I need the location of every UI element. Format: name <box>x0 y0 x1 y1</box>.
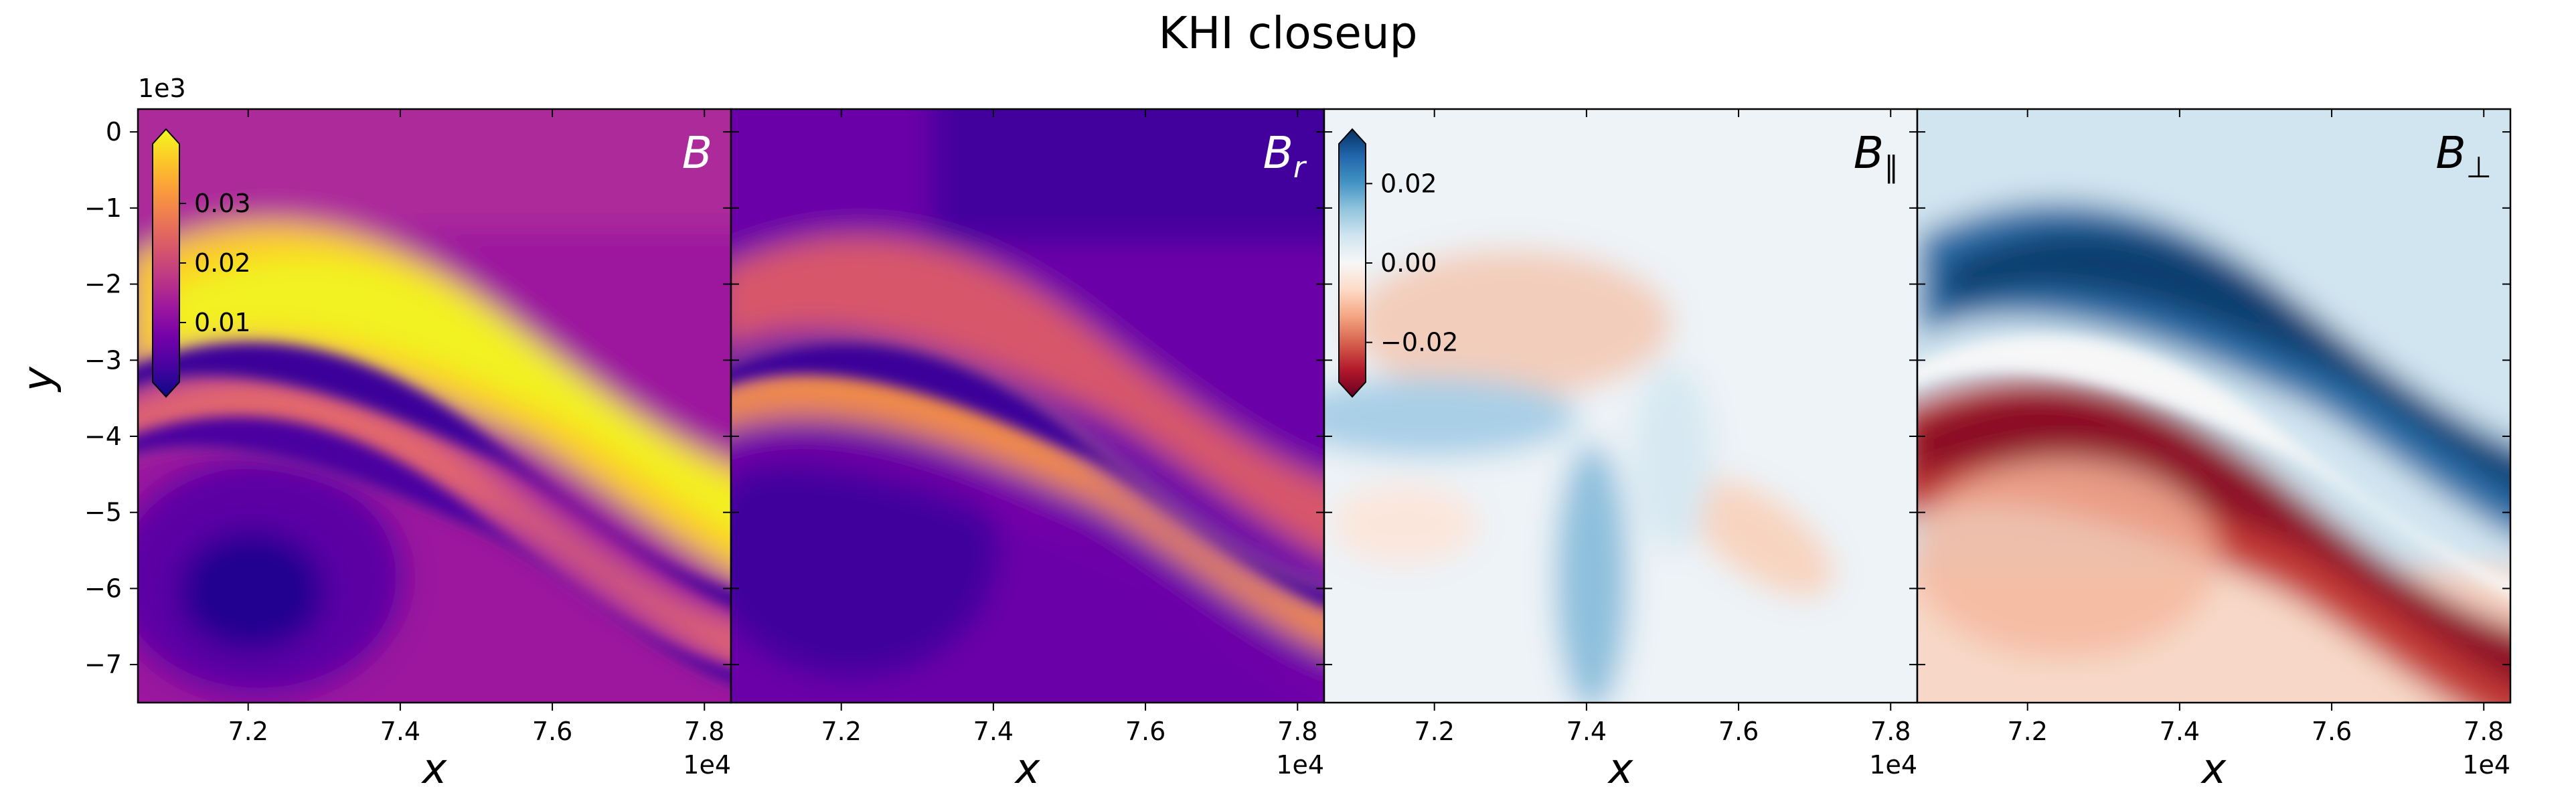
x-tick-label: 7.6 <box>532 717 572 746</box>
x-tick-label: 7.2 <box>821 717 861 746</box>
colorbar-body <box>1338 128 1366 398</box>
x-axis-label: x <box>1607 744 1634 793</box>
panel-B_perp: B⊥ 7.2 7.4 7.6 7.8 x 1e4 <box>1916 108 2512 793</box>
colorbar-tick-label: 0.02 <box>194 248 251 278</box>
x-tick-label: 7.6 <box>1125 717 1165 746</box>
panel-label: B <box>682 127 712 179</box>
x-tick-label: 7.6 <box>1718 717 1759 746</box>
x-tick-label: 7.4 <box>380 717 420 746</box>
panel-label: Br <box>1263 127 1307 185</box>
y-tick-label: −1 <box>84 193 122 223</box>
heatmap-B_parallel <box>1324 109 1917 703</box>
x-tick-label: 7.2 <box>1414 717 1454 746</box>
x-axis-label: x <box>421 744 448 793</box>
y-tick-label: −4 <box>84 422 122 451</box>
x-offset-text: 1e4 <box>683 750 731 780</box>
x-tick-label: 7.8 <box>2464 717 2504 746</box>
x-offset-text: 1e4 <box>1276 750 1324 780</box>
x-tick-label: 7.2 <box>2007 717 2047 746</box>
colorbar-B: 0.01 0.02 0.03 <box>152 128 251 398</box>
y-tick-label: −5 <box>84 498 122 527</box>
colorbar-tick-label: 0.03 <box>194 189 251 218</box>
y-tick-label: −6 <box>84 573 122 603</box>
y-tick-label: −3 <box>84 345 122 375</box>
x-tick-label: 7.2 <box>228 717 268 746</box>
panel-label: B∥ <box>1854 127 1899 185</box>
heatmap-B_r <box>731 109 1324 703</box>
y-tick-label: −7 <box>84 650 122 679</box>
x-offset-text: 1e4 <box>2462 750 2510 780</box>
x-tick-label: 7.4 <box>1566 717 1607 746</box>
colorbar-B_parallel: 0.02 0.00 −0.02 <box>1338 128 1458 398</box>
colorbar-tick-label: −0.02 <box>1380 328 1458 357</box>
shared-y-axis: 0 −1 −2 −3 −4 −5 −6 −7 y 1e3 <box>13 74 186 679</box>
heatmap-B <box>138 109 731 703</box>
colorbar-tick-label: 0.02 <box>1380 169 1437 198</box>
figure-title: KHI closeup <box>1158 7 1417 59</box>
panel-B: B 7.2 7.4 7.6 7.8 x 1e4 0.01 0.02 0.03 <box>137 108 732 793</box>
colorbar-body <box>152 128 180 398</box>
x-tick-label: 7.8 <box>1277 717 1317 746</box>
axes-frame <box>1916 108 2512 704</box>
x-tick-label: 7.8 <box>684 717 724 746</box>
panel-B_r: Br 7.2 7.4 7.6 7.8 x 1e4 <box>730 108 1325 793</box>
x-tick-label: 7.6 <box>2312 717 2352 746</box>
y-tick-label: 0 <box>106 117 122 147</box>
y-axis-label: y <box>13 366 62 393</box>
x-axis-label: x <box>2200 744 2227 793</box>
x-offset-text: 1e4 <box>1869 750 1917 780</box>
colorbar-tick-label: 0.00 <box>1380 248 1437 278</box>
x-tick-label: 7.4 <box>2160 717 2200 746</box>
x-tick-label: 7.4 <box>973 717 1014 746</box>
panels-group: B 7.2 7.4 7.6 7.8 x 1e4 0.01 0.02 0.03 Br 7.2 7.4 7.6… <box>137 108 2512 793</box>
colorbar-tick-label: 0.01 <box>194 308 251 337</box>
x-tick-label: 7.8 <box>1870 717 1911 746</box>
x-axis-label: x <box>1014 744 1041 793</box>
y-offset-text: 1e3 <box>138 74 186 103</box>
panel-label: B⊥ <box>2435 127 2492 185</box>
y-tick-label: −2 <box>84 270 122 299</box>
panel-B_parallel: B∥ 7.2 7.4 7.6 7.8 x 1e4 0.02 0.00 −0.02 <box>1323 108 1919 793</box>
heatmap-B_perp <box>1917 109 2510 703</box>
